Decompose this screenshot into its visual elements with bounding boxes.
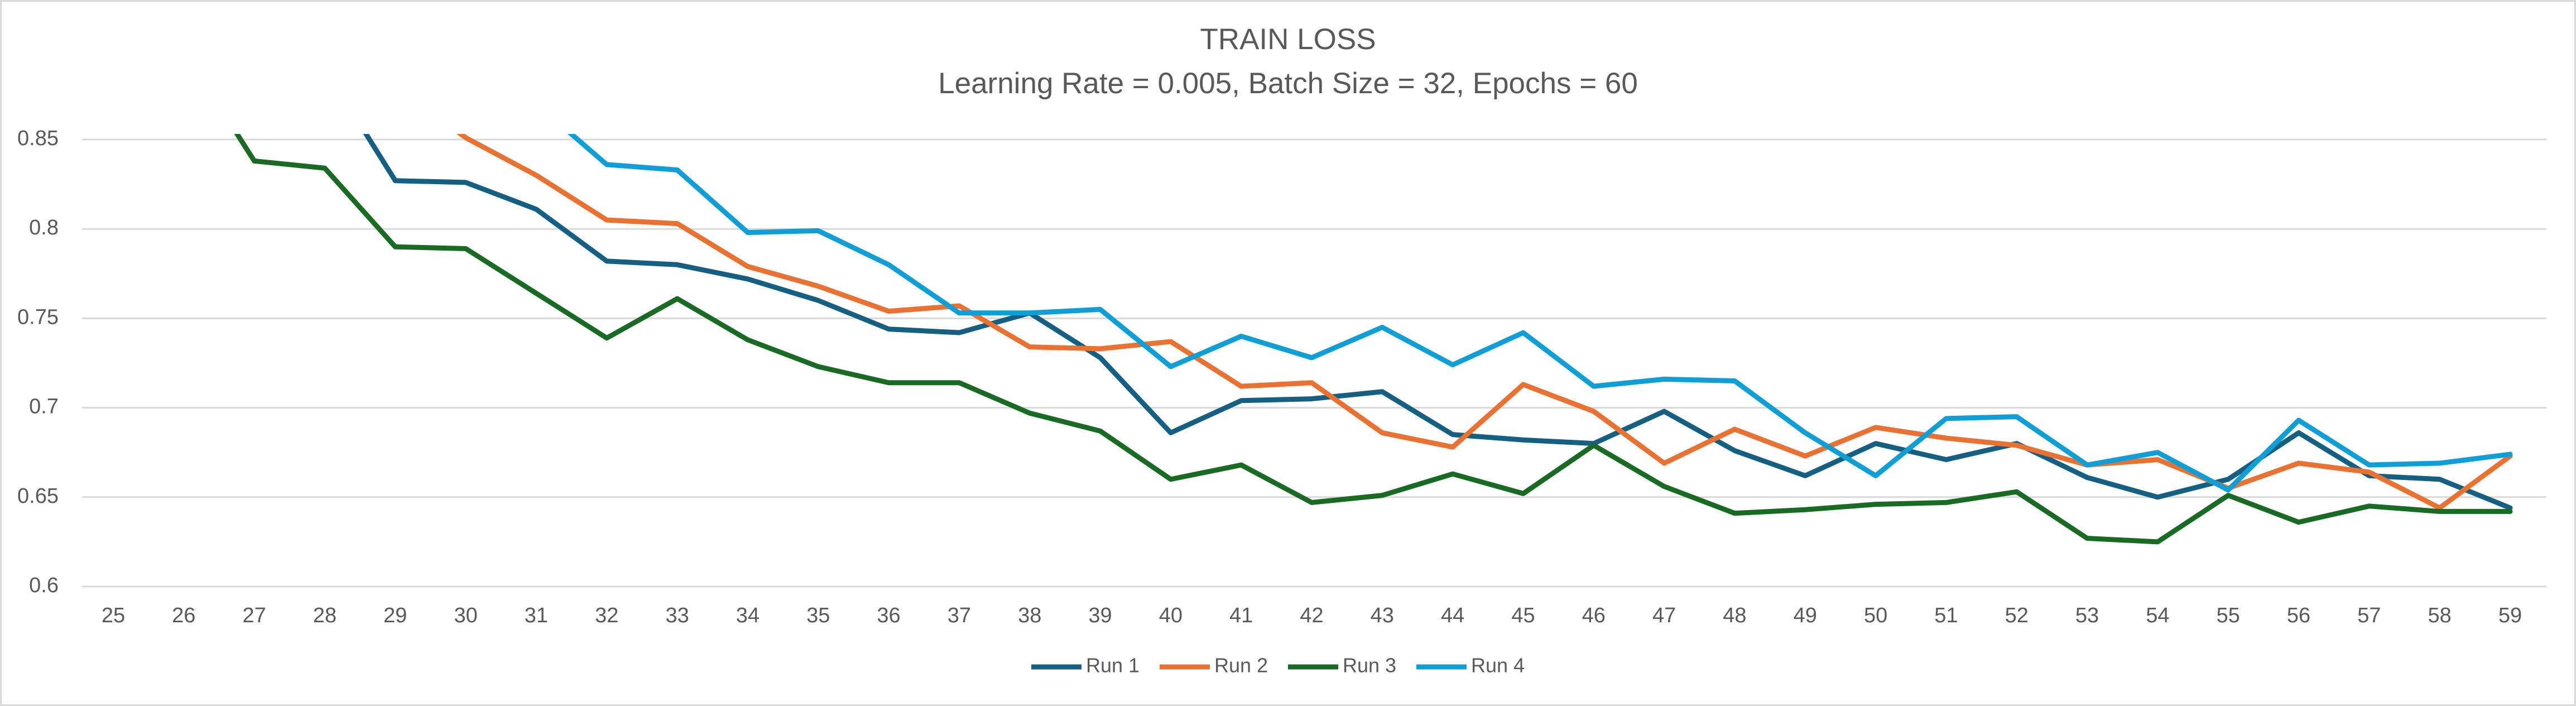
x-tick-label: 42	[1300, 604, 1323, 627]
y-tick-label: 0.85	[17, 127, 59, 150]
x-tick-label: 40	[1159, 604, 1183, 627]
x-tick-label: 26	[172, 604, 195, 627]
y-tick-label: 0.75	[17, 305, 59, 329]
x-tick-label: 50	[1864, 604, 1887, 627]
x-tick-label: 55	[2217, 604, 2240, 627]
series-line	[567, 134, 2513, 493]
grid	[82, 138, 2546, 588]
x-tick-label: 44	[1441, 604, 1464, 627]
x-tick-label: 30	[454, 604, 477, 627]
x-tick-label: 27	[243, 604, 266, 627]
x-tick-label: 35	[806, 604, 830, 627]
y-tick-label: 0.7	[29, 395, 59, 419]
legend-label: Run 3	[1343, 654, 1396, 677]
x-tick-label: 45	[1511, 604, 1535, 627]
x-tick-label: 49	[1794, 604, 1817, 627]
y-tick-label: 0.8	[29, 216, 59, 239]
legend-label: Run 2	[1214, 654, 1268, 677]
x-tick-label: 36	[877, 604, 900, 627]
series-line	[363, 134, 2513, 511]
x-tick-label: 29	[383, 604, 407, 627]
x-tick-label: 25	[102, 604, 125, 627]
legend: Run 1 Run 2 Run 3 Run 4	[1031, 654, 1525, 677]
x-tick-label: 38	[1018, 604, 1041, 627]
x-tick-label: 47	[1652, 604, 1676, 627]
x-tick-label: 41	[1229, 604, 1253, 627]
x-tick-label: 46	[1582, 604, 1606, 627]
series-line	[234, 134, 2513, 545]
x-tick-label: 32	[595, 604, 618, 627]
x-tick-label: 33	[665, 604, 689, 627]
x-tick-label: 52	[2005, 604, 2029, 627]
x-tick-label: 43	[1371, 604, 1394, 627]
x-tick-label: 37	[948, 604, 971, 627]
x-tick-label: 58	[2428, 604, 2452, 627]
legend-label: Run 1	[1086, 654, 1140, 677]
x-tick-label: 57	[2357, 604, 2381, 627]
x-tick-label: 48	[1723, 604, 1746, 627]
legend-label: Run 4	[1471, 654, 1525, 677]
x-tick-label: 39	[1088, 604, 1112, 627]
y-tick-label: 0.65	[17, 484, 59, 508]
x-tick-label: 28	[313, 604, 337, 627]
x-tick-label: 51	[1934, 604, 1958, 627]
x-tick-label: 31	[525, 604, 548, 627]
x-tick-label: 54	[2146, 604, 2169, 627]
axis-labels: 0.6 0.65 0.7 0.75 0.8 0.85 25 26 27 28 29 30 31 32 33 3…	[17, 127, 2522, 627]
x-tick-label: 34	[736, 604, 760, 627]
plot-area	[234, 134, 2513, 545]
x-tick-label: 53	[2075, 604, 2099, 627]
chart-subtitle: Learning Rate = 0.005, Batch Size = 32, …	[938, 67, 1638, 100]
chart-title: TRAIN LOSS	[1200, 23, 1376, 56]
x-tick-label: 59	[2498, 604, 2522, 627]
x-tick-label: 56	[2287, 604, 2310, 627]
y-tick-label: 0.6	[29, 574, 59, 597]
